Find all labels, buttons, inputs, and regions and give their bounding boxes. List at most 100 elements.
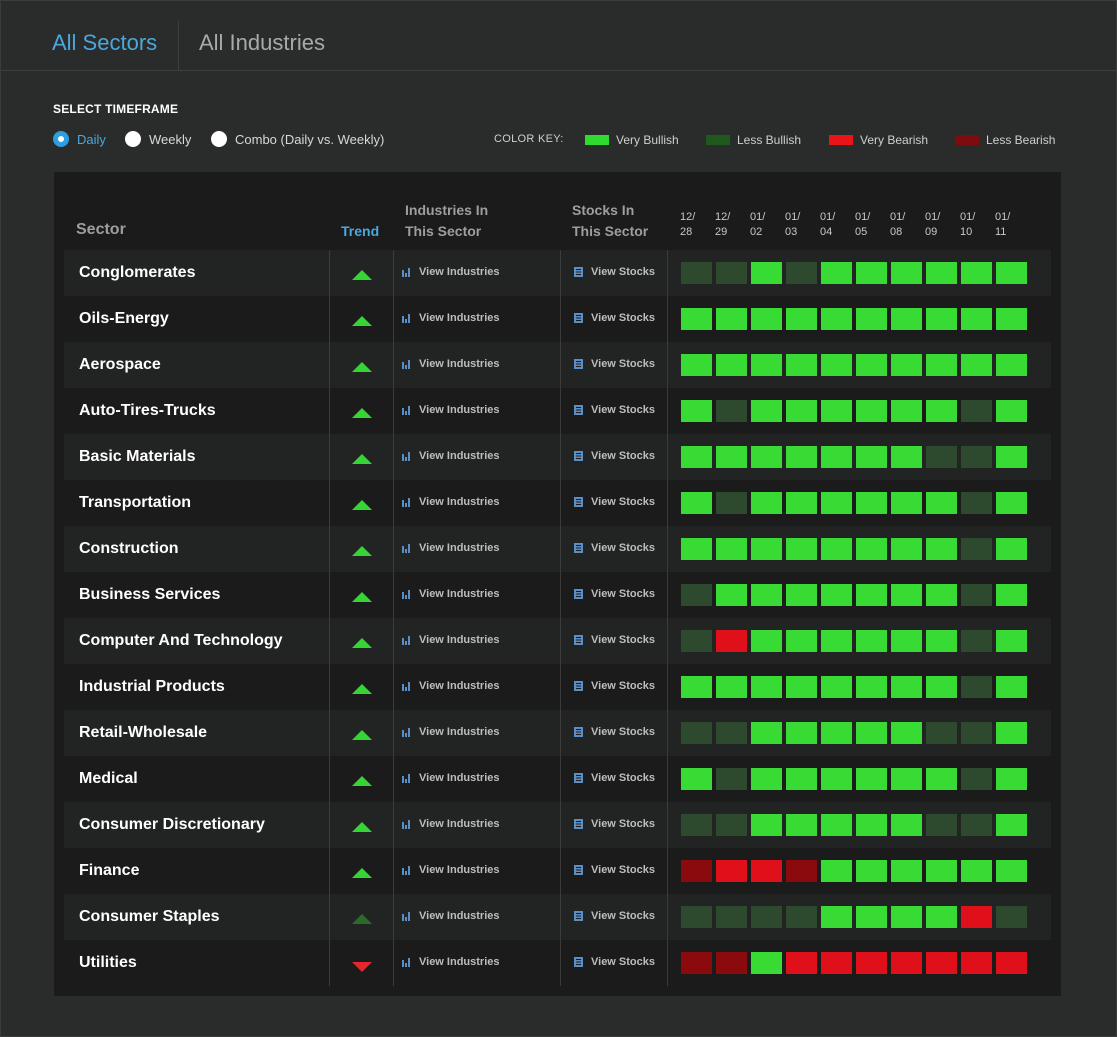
sector-name[interactable]: Finance: [79, 862, 140, 879]
sector-name[interactable]: Industrial Products: [79, 678, 225, 695]
sector-name[interactable]: Auto-Tires-Trucks: [79, 402, 216, 419]
color-key-less-bullish: Less Bullish: [706, 133, 801, 147]
heatmap-cell: [996, 538, 1027, 560]
view-stocks-link[interactable]: View Stocks: [574, 818, 655, 830]
trend-down-icon: [352, 962, 372, 972]
date-header-month: 01/: [995, 211, 1011, 223]
view-industries-link[interactable]: View Industries: [402, 358, 500, 370]
view-stocks-link[interactable]: View Stocks: [574, 726, 655, 738]
view-industries-link[interactable]: View Industries: [402, 818, 500, 830]
color-key-less-bearish: Less Bearish: [955, 133, 1055, 147]
sector-name[interactable]: Medical: [79, 770, 138, 787]
sector-name[interactable]: Business Services: [79, 586, 221, 603]
view-stocks-link[interactable]: View Stocks: [574, 910, 655, 922]
view-stocks-link[interactable]: View Stocks: [574, 358, 655, 370]
document-list-icon: [574, 911, 583, 921]
weekly-radio[interactable]: [125, 131, 141, 147]
sector-name[interactable]: Transportation: [79, 494, 192, 511]
view-stocks-link[interactable]: View Stocks: [574, 404, 655, 416]
sector-name[interactable]: Retail-Wholesale: [79, 724, 208, 741]
heatmap-cell: [821, 952, 852, 974]
view-stocks-link[interactable]: View Stocks: [574, 772, 655, 784]
heatmap-cell: [821, 814, 852, 836]
heatmap-cell: [716, 860, 747, 882]
view-stocks-link[interactable]: View Stocks: [574, 634, 655, 646]
heatmap-cell: [856, 952, 887, 974]
view-industries-link[interactable]: View Industries: [402, 542, 500, 554]
table-row: Finance View Industries View Stocks: [64, 848, 1051, 894]
view-industries-link[interactable]: View Industries: [402, 864, 500, 876]
heatmap-cell: [961, 814, 992, 836]
view-industries-label: View Industries: [419, 312, 500, 324]
view-industries-link[interactable]: View Industries: [402, 588, 500, 600]
heatmap-cell: [716, 906, 747, 928]
sector-name[interactable]: Aerospace: [79, 356, 161, 373]
view-stocks-label: View Stocks: [591, 266, 655, 278]
heatmap-cell: [926, 492, 957, 514]
view-stocks-link[interactable]: View Stocks: [574, 496, 655, 508]
heatmap-cell: [996, 492, 1027, 514]
view-industries-link[interactable]: View Industries: [402, 634, 500, 646]
view-stocks-link[interactable]: View Stocks: [574, 542, 655, 554]
heatmap-cell: [961, 538, 992, 560]
view-stocks-link[interactable]: View Stocks: [574, 266, 655, 278]
sector-name[interactable]: Basic Materials: [79, 448, 196, 465]
column-divider: [667, 250, 668, 986]
view-stocks-link[interactable]: View Stocks: [574, 312, 655, 324]
trend-up-icon: [352, 362, 372, 372]
view-industries-link[interactable]: View Industries: [402, 910, 500, 922]
trend-up-icon: [352, 776, 372, 786]
heatmap-cell: [821, 860, 852, 882]
date-header-month: 01/: [855, 211, 871, 223]
sector-name[interactable]: Consumer Staples: [79, 908, 220, 925]
sector-tabs: All Sectors All Industries: [1, 1, 1116, 71]
view-industries-link[interactable]: View Industries: [402, 266, 500, 278]
view-industries-label: View Industries: [419, 680, 500, 692]
sector-name[interactable]: Consumer Discretionary: [79, 816, 265, 833]
bar-chart-icon: [402, 543, 410, 553]
view-industries-link[interactable]: View Industries: [402, 312, 500, 324]
heatmap-cell: [856, 446, 887, 468]
view-stocks-link[interactable]: View Stocks: [574, 956, 655, 968]
document-list-icon: [574, 497, 583, 507]
heatmap-cell: [821, 492, 852, 514]
sector-name[interactable]: Computer And Technology: [79, 632, 283, 649]
daily-radio[interactable]: [53, 131, 69, 147]
heatmap-cell: [961, 722, 992, 744]
combo-radio[interactable]: [211, 131, 227, 147]
timeframe-daily-option[interactable]: Daily: [53, 130, 106, 148]
sector-name[interactable]: Utilities: [79, 954, 137, 971]
view-industries-link[interactable]: View Industries: [402, 772, 500, 784]
heatmap-cell: [996, 952, 1027, 974]
view-industries-label: View Industries: [419, 496, 500, 508]
bar-chart-icon: [402, 819, 410, 829]
view-stocks-link[interactable]: View Stocks: [574, 588, 655, 600]
view-stocks-link[interactable]: View Stocks: [574, 450, 655, 462]
stocks-column-header: Stocks In This Sector: [572, 200, 648, 242]
heatmap-cell: [891, 676, 922, 698]
timeframe-weekly-option[interactable]: Weekly: [125, 130, 191, 148]
view-industries-link[interactable]: View Industries: [402, 726, 500, 738]
view-industries-link[interactable]: View Industries: [402, 404, 500, 416]
sector-name[interactable]: Conglomerates: [79, 264, 196, 281]
document-list-icon: [574, 359, 583, 369]
industries-header-line2: This Sector: [405, 223, 482, 239]
view-stocks-link[interactable]: View Stocks: [574, 680, 655, 692]
heatmap-cell: [786, 860, 817, 882]
document-list-icon: [574, 957, 583, 967]
timeframe-combo-option[interactable]: Combo (Daily vs. Weekly): [211, 130, 384, 148]
view-stocks-link[interactable]: View Stocks: [574, 864, 655, 876]
view-industries-link[interactable]: View Industries: [402, 450, 500, 462]
heatmap-cell: [926, 768, 957, 790]
trend-up-icon: [352, 408, 372, 418]
sector-name[interactable]: Construction: [79, 540, 179, 557]
sector-name[interactable]: Oils-Energy: [79, 310, 169, 327]
date-header-day: 29: [715, 226, 728, 238]
view-industries-link[interactable]: View Industries: [402, 680, 500, 692]
tab-all-sectors[interactable]: All Sectors: [52, 30, 158, 55]
view-industries-link[interactable]: View Industries: [402, 496, 500, 508]
tab-all-industries[interactable]: All Industries: [199, 30, 325, 55]
view-industries-link[interactable]: View Industries: [402, 956, 500, 968]
heatmap-cell: [856, 906, 887, 928]
heatmap-cell: [716, 446, 747, 468]
